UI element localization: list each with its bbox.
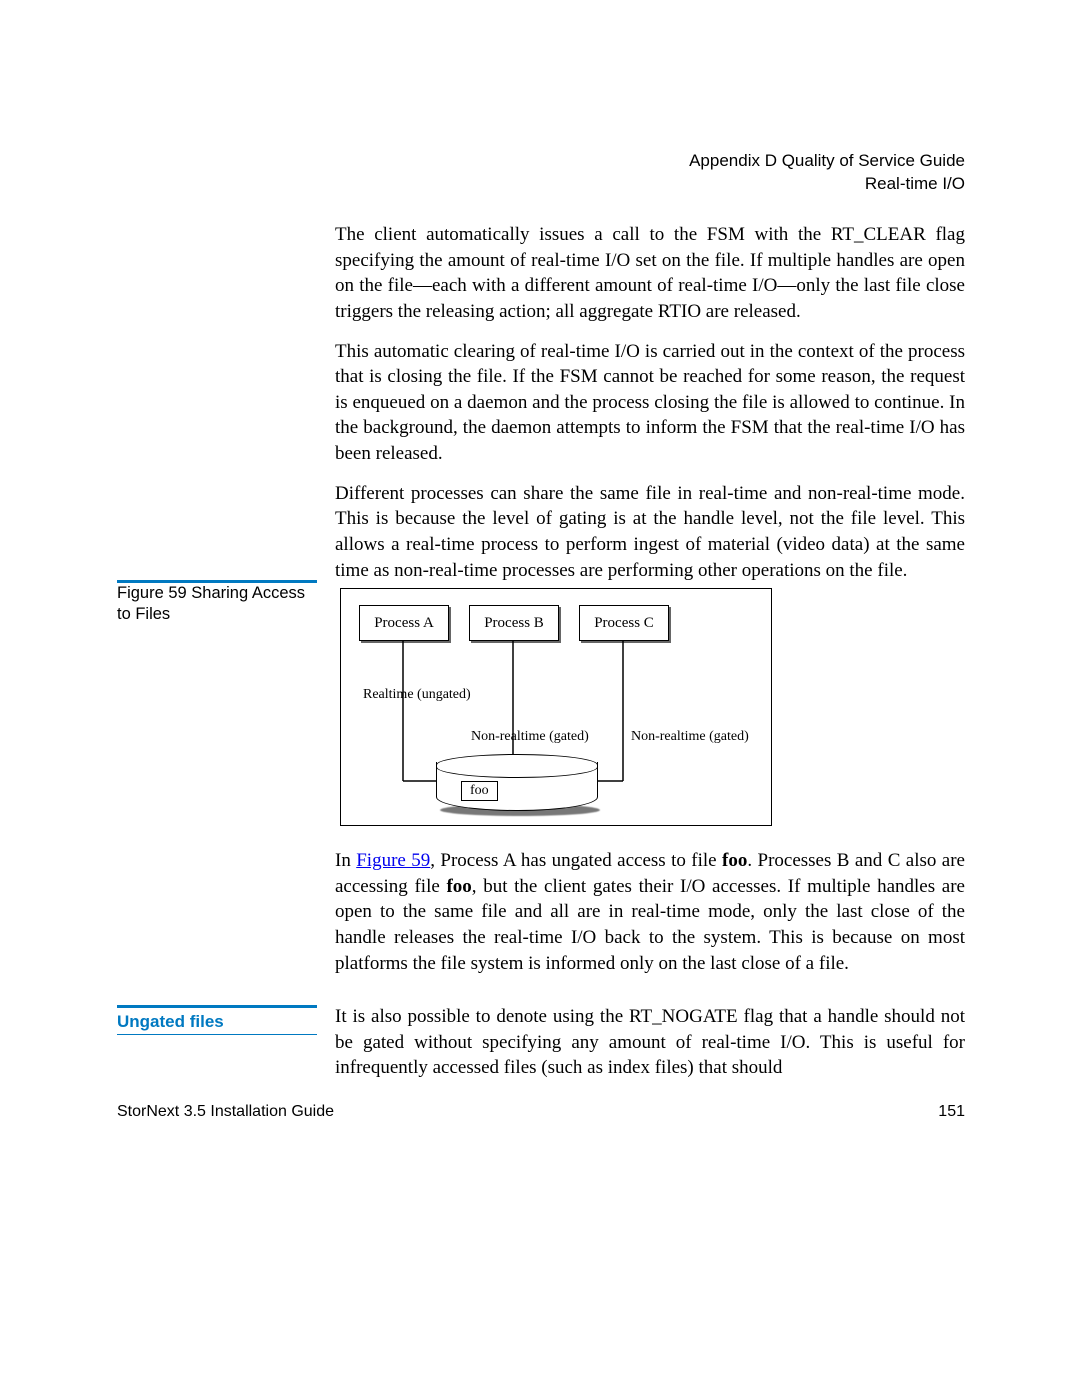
figure-diagram: Process A Process B Process C Realtime (… — [340, 588, 772, 826]
process-c-box: Process C — [579, 605, 669, 641]
body-text: The client automatically issues a call t… — [335, 222, 965, 597]
paragraph-3: Different processes can share the same f… — [335, 481, 965, 584]
section-heading: Ungated files — [117, 1012, 317, 1032]
figure-caption: Figure 59 Sharing Access to Files — [117, 583, 317, 626]
process-a-box: Process A — [359, 605, 449, 641]
figure-link[interactable]: Figure 59 — [356, 850, 430, 871]
process-b-box: Process B — [469, 605, 559, 641]
label-nonrealtime-c: Non-realtime (gated) — [631, 729, 749, 745]
footer-doc-title: StorNext 3.5 Installation Guide — [117, 1103, 334, 1112]
page: Appendix D Quality of Service Guide Real… — [0, 0, 1080, 1397]
header-line-1: Appendix D Quality of Service Guide — [689, 150, 965, 173]
section-paragraph: It is also possible to denote using the … — [335, 1004, 965, 1081]
af-foo2: foo — [446, 876, 471, 897]
after-figure-text: In Figure 59, Process A has ungated acce… — [335, 848, 965, 990]
header-line-2: Real-time I/O — [689, 173, 965, 196]
section-rule-top — [117, 1005, 317, 1008]
footer-page-number: 151 — [938, 1103, 965, 1121]
af-mid1: , Process A has ungated access to file — [430, 850, 722, 871]
label-realtime: Realtime (ungated) — [363, 687, 471, 703]
paragraph-1: The client automatically issues a call t… — [335, 222, 965, 325]
af-foo1: foo — [722, 850, 747, 871]
af-prefix: In — [335, 850, 356, 871]
label-nonrealtime-b: Non-realtime (gated) — [471, 729, 589, 745]
section-rule-bottom — [117, 1034, 317, 1035]
running-header: Appendix D Quality of Service Guide Real… — [689, 150, 965, 196]
file-label: foo — [461, 781, 498, 801]
paragraph-2: This automatic clearing of real-time I/O… — [335, 339, 965, 467]
